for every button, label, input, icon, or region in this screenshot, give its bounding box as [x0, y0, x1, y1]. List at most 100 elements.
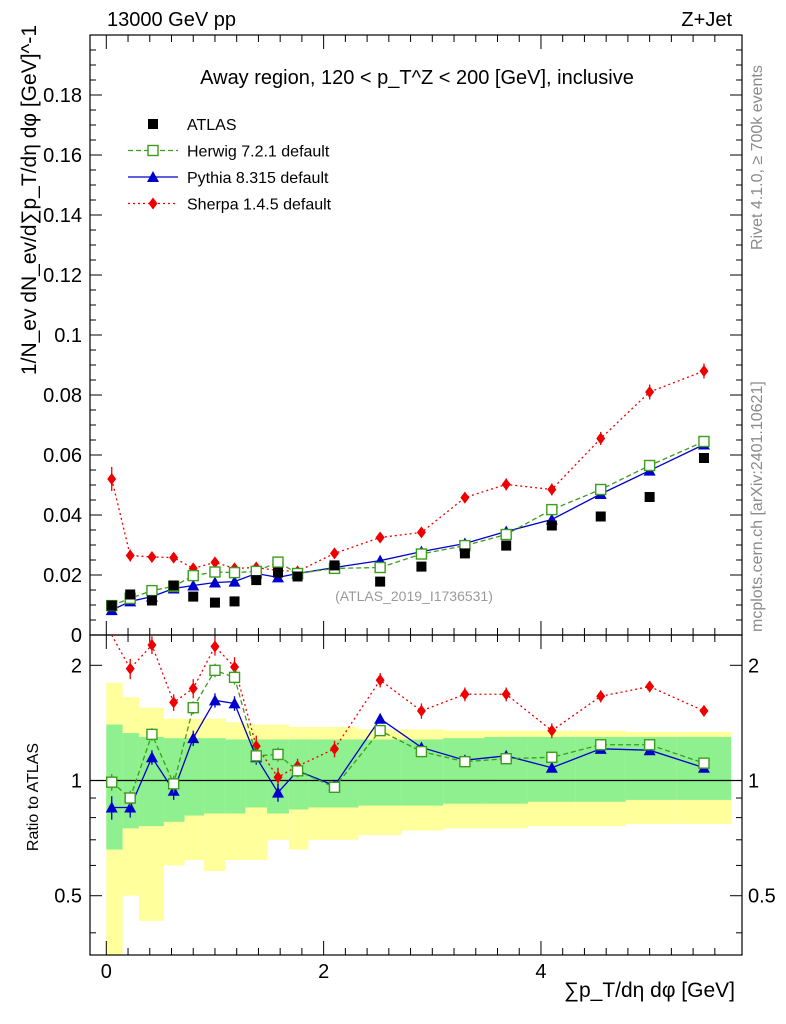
main-point-atlas — [698, 453, 709, 463]
ratio-point-sherpa — [699, 704, 709, 717]
ratio-point-herwig — [228, 671, 241, 684]
ratio-point-herwig — [643, 739, 656, 751]
main-point-herwig — [250, 565, 262, 578]
legend-label-atlas: ATLAS — [187, 117, 237, 134]
rivet-label: Rivet 4.1.0, ≥ 700k events — [749, 65, 766, 250]
main-point-atlas — [595, 511, 606, 522]
band-inner-bin — [184, 738, 205, 816]
y-tick-label: 0.04 — [43, 505, 82, 527]
main-line-pythia — [111, 443, 705, 611]
ratio-point-sherpa — [416, 704, 426, 717]
main-point-herwig — [146, 584, 158, 597]
main-series-sherpa — [107, 363, 709, 578]
ratio-point-sherpa — [188, 682, 198, 695]
ratio-point-sherpa — [251, 740, 261, 753]
main-point-sherpa — [147, 551, 157, 563]
ratio-point-sherpa — [375, 674, 385, 687]
main-line-sherpa — [111, 370, 705, 573]
ratio-point-herwig — [291, 765, 304, 777]
legend-marker-atlas — [148, 119, 158, 129]
main-point-sherpa — [645, 386, 655, 398]
ratio-y-tick-label-right: 2 — [748, 655, 759, 677]
x-tick-label: 4 — [535, 961, 546, 983]
legend-label-pythia: Pythia 8.315 default — [187, 170, 329, 187]
ratio-point-herwig — [595, 739, 607, 751]
ratio-point-pythia — [145, 751, 158, 763]
main-point-sherpa — [330, 547, 339, 560]
main-point-herwig — [595, 483, 607, 496]
ratio-point-herwig — [167, 778, 180, 790]
band-inner-bin — [204, 738, 226, 814]
ratio-bands — [106, 682, 732, 955]
main-point-herwig — [228, 566, 241, 579]
ratio-y-tick-label-right: 1 — [748, 771, 759, 793]
main-point-atlas — [272, 567, 283, 578]
ratio-point-pythia — [105, 801, 118, 813]
main-point-sherpa — [596, 432, 606, 445]
main-point-atlas — [229, 596, 240, 607]
main-point-sherpa — [169, 551, 179, 564]
ratio-point-sherpa — [330, 742, 339, 755]
ratio-point-pythia — [187, 732, 200, 744]
main-point-herwig — [209, 566, 221, 578]
main-point-atlas — [644, 492, 655, 502]
ratio-point-sherpa — [210, 640, 220, 653]
band-inner-bin — [225, 739, 246, 814]
main-point-atlas — [125, 589, 136, 600]
ratio-point-sherpa — [460, 688, 470, 701]
legend-label-herwig: Herwig 7.2.1 default — [187, 144, 330, 161]
main-point-herwig — [272, 556, 284, 568]
main-point-atlas — [375, 576, 386, 587]
ratio-y-tick-label: 1 — [71, 771, 82, 793]
ratio-point-herwig — [272, 748, 284, 761]
ratio-point-herwig — [698, 757, 710, 769]
legend-marker-sherpa — [148, 197, 158, 210]
main-point-atlas — [146, 595, 157, 606]
ratio-y-tick-label-right: 0.5 — [748, 886, 776, 908]
ratio-plot-frame — [89, 634, 743, 956]
main-series-atlas — [106, 453, 709, 611]
main-point-sherpa — [107, 473, 117, 485]
main-point-herwig — [546, 503, 558, 516]
main-point-atlas — [546, 520, 557, 531]
ratio-point-sherpa — [547, 724, 557, 737]
y-tick-label: 0 — [71, 625, 82, 647]
ratio-y-tick-label: 2 — [71, 655, 82, 677]
main-point-pythia — [228, 575, 241, 587]
main-point-herwig — [500, 528, 512, 541]
main-point-atlas — [501, 540, 512, 551]
y-tick-label: 0.12 — [43, 265, 82, 287]
ratio-point-herwig — [415, 745, 428, 758]
main-point-sherpa — [375, 531, 385, 544]
main-point-pythia — [208, 576, 221, 588]
y-axis-label: 1/N_ev dN_ev/d∑p_T/dη dφ [GeV]^-1 — [18, 25, 41, 375]
analysis-watermark: (ATLAS_2019_I1736531) — [335, 588, 493, 604]
main-point-herwig — [374, 561, 386, 574]
main-line-herwig — [111, 440, 705, 607]
main-point-sherpa — [125, 549, 135, 562]
main-point-atlas — [251, 575, 262, 586]
ratio-y-tick-label: 0.5 — [54, 886, 82, 908]
legend-marker-pythia — [147, 171, 159, 182]
mcplots-label: mcplots.cern.ch [arXiv:2401.10621] — [749, 381, 766, 632]
y-tick-label: 0.1 — [54, 325, 82, 347]
y-tick-label: 0.16 — [43, 145, 82, 167]
main-point-atlas — [209, 597, 220, 608]
main-point-atlas — [188, 591, 199, 602]
band-inner-bin — [484, 736, 528, 804]
ratio-point-pythia — [374, 712, 387, 724]
ratio-point-herwig — [124, 792, 136, 804]
ratio-point-sherpa — [169, 696, 179, 709]
ratio-point-pythia — [228, 697, 241, 709]
y-tick-label: 0.18 — [43, 85, 82, 107]
ratio-point-herwig — [374, 724, 386, 737]
ratio-point-pythia — [124, 801, 137, 813]
main-point-sherpa — [501, 478, 511, 491]
header-right: Z+Jet — [681, 9, 732, 31]
band-inner-bin — [358, 739, 402, 806]
x-axis-label: ∑p_T/dη dφ [GeV] — [564, 979, 735, 1002]
legend: ATLAS Herwig 7.2.1 default Pythia 8.315 de… — [128, 117, 332, 214]
main-point-atlas — [106, 600, 117, 611]
ratio-point-sherpa — [230, 660, 240, 673]
